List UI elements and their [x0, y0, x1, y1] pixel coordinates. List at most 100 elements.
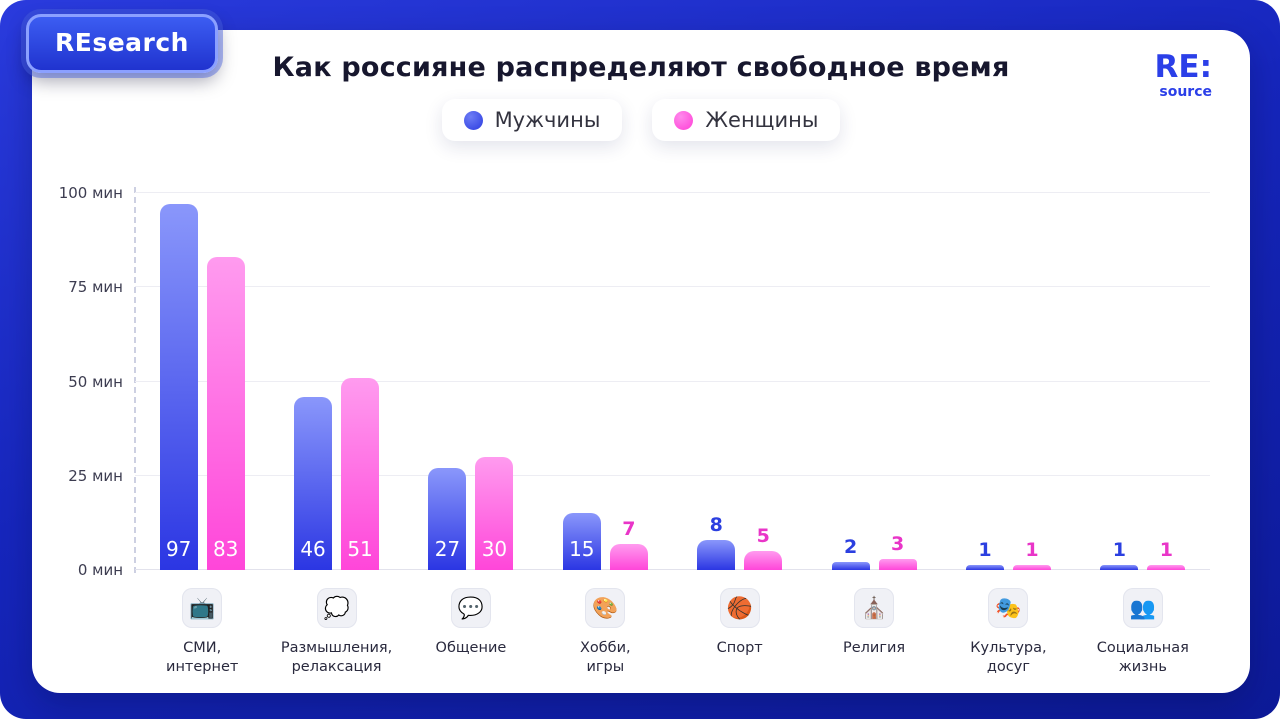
gridline [135, 380, 1210, 382]
y-tick-label: 75 мин [68, 278, 123, 297]
category-label: Спорт [716, 640, 763, 656]
bar-value-label: 51 [347, 537, 373, 561]
y-axis-dashed-line [134, 187, 136, 573]
bar-value-label: 15 [569, 537, 595, 561]
y-tick-label: 50 мин [68, 372, 123, 391]
bar-men: 27 [428, 468, 467, 570]
category-label: Социальная жизнь [1096, 640, 1189, 675]
chart-grid [134, 187, 1210, 573]
bar-value-label: 1 [978, 539, 992, 561]
category-label: Религия [843, 640, 906, 656]
gridline [135, 192, 1210, 193]
bar-chart: 0 мин 25 мин 50 мин 75 мин 100 мин 97 83 📺 СМИ,… [59, 184, 1210, 678]
category-label: СМИ, интернет [166, 640, 239, 675]
basketball-icon: 🏀 [726, 595, 753, 620]
legend-item-men[interactable]: Мужчины [441, 99, 623, 141]
category-column: 8 5 🏀 Спорт [673, 193, 807, 677]
bar-men: 2 [831, 536, 870, 570]
gridline [135, 474, 1210, 476]
bar-value-label: 46 [300, 537, 326, 561]
bar-value-label: 7 [622, 517, 636, 540]
tv-icon: 📺 [189, 595, 216, 620]
category-label: Общение [435, 640, 507, 656]
chart-title: Как россияне распределяют свободное врем… [272, 52, 1010, 83]
logo-source-text: source [1159, 84, 1212, 100]
category-label: Размышления, релаксация [280, 640, 393, 675]
bar-women: 1 [1147, 539, 1186, 570]
category-column: 1 1 🎭 Культура, досуг [941, 193, 1075, 677]
bar-women: 30 [475, 456, 514, 570]
chart-card: RE: source Как россияне распределяют сво… [32, 30, 1250, 693]
bar-value-label: 27 [434, 537, 461, 561]
thought-balloon-icon: 💭 [323, 595, 350, 620]
gridline [135, 286, 1210, 288]
category-column: 27 30 💬 Общение [404, 193, 538, 677]
category-icon-chip: 💬 [450, 588, 491, 628]
bar-value-label: 5 [756, 525, 770, 548]
bar-women: 51 [341, 377, 380, 570]
y-tick-label: 25 мин [68, 466, 123, 485]
bar-value-label: 2 [843, 536, 858, 559]
category-icon-chip: ⛪ [854, 588, 895, 628]
category-icon-chip: 🏀 [719, 588, 760, 628]
category-column: 2 3 ⛪ Религия [807, 193, 941, 677]
bar-pair: 27 30 [428, 193, 514, 570]
palette-icon: 🎨 [592, 595, 619, 620]
category-column: 15 7 🎨 Хобби, игры [538, 193, 672, 677]
y-axis: 0 мин 25 мин 50 мин 75 мин 100 мин [57, 184, 135, 579]
bar-women: 83 [206, 257, 245, 570]
legend-item-women[interactable]: Женщины [652, 99, 841, 141]
legend-label-women: Женщины [705, 108, 819, 132]
bar-women: 1 [1012, 539, 1051, 570]
category-icon-chip: 💭 [316, 588, 357, 628]
category-icon-chip: 👥 [1122, 588, 1163, 628]
bar-women: 5 [744, 525, 783, 570]
legend-label-men: Мужчины [494, 108, 601, 132]
bar-value-label: 97 [165, 537, 192, 561]
category-icon-chip: 📺 [182, 588, 223, 628]
bar-value-label: 8 [709, 513, 723, 536]
bar-value-label: 83 [212, 537, 239, 561]
legend: Мужчины Женщины [32, 99, 1250, 141]
church-icon: ⛪ [860, 595, 888, 620]
research-badge-button[interactable]: REsearch [26, 14, 218, 73]
bar-women: 7 [609, 518, 648, 570]
bar-men: 15 [562, 513, 601, 570]
bar-men: 1 [965, 539, 1004, 570]
bar-value-label: 1 [1159, 539, 1173, 561]
chart-columns: 97 83 📺 СМИ, интернет 46 51 💭 Размышления, рела… [135, 193, 1210, 677]
gridline [135, 569, 1210, 570]
resource-logo: RE: source [1154, 49, 1212, 100]
bar-men: 1 [1100, 539, 1139, 570]
speech-balloon-icon: 💬 [457, 595, 485, 620]
bar-men: 46 [294, 396, 333, 570]
bar-pair: 46 51 [294, 193, 380, 570]
category-label: Хобби, игры [579, 640, 631, 675]
people-icon: 👥 [1129, 595, 1156, 620]
bar-pair: 97 83 [159, 193, 245, 570]
bar-men: 8 [697, 514, 736, 570]
category-column: 1 1 👥 Социальная жизнь [1076, 193, 1210, 677]
bar-value-label: 3 [890, 532, 905, 555]
logo-re-text: RE: [1154, 49, 1212, 85]
bar-men: 97 [159, 204, 198, 570]
category-column: 46 51 💭 Размышления, релаксация [269, 193, 403, 677]
y-tick-label: 0 мин [77, 561, 123, 579]
category-column: 97 83 📺 СМИ, интернет [135, 193, 269, 677]
category-icon-chip: 🎭 [988, 588, 1029, 628]
category-label: Культура, досуг [970, 640, 1047, 675]
bar-pair: 15 7 [562, 193, 648, 570]
category-icon-chip: 🎨 [585, 588, 626, 628]
bar-value-label: 1 [1112, 539, 1126, 561]
bar-women: 3 [878, 533, 917, 570]
bar-value-label: 1 [1025, 539, 1039, 561]
bar-value-label: 30 [481, 537, 508, 561]
performing-arts-icon: 🎭 [995, 595, 1022, 620]
men-series-dot-icon [463, 110, 483, 130]
y-tick-label: 100 мин [58, 184, 123, 202]
women-series-dot-icon [674, 110, 694, 130]
